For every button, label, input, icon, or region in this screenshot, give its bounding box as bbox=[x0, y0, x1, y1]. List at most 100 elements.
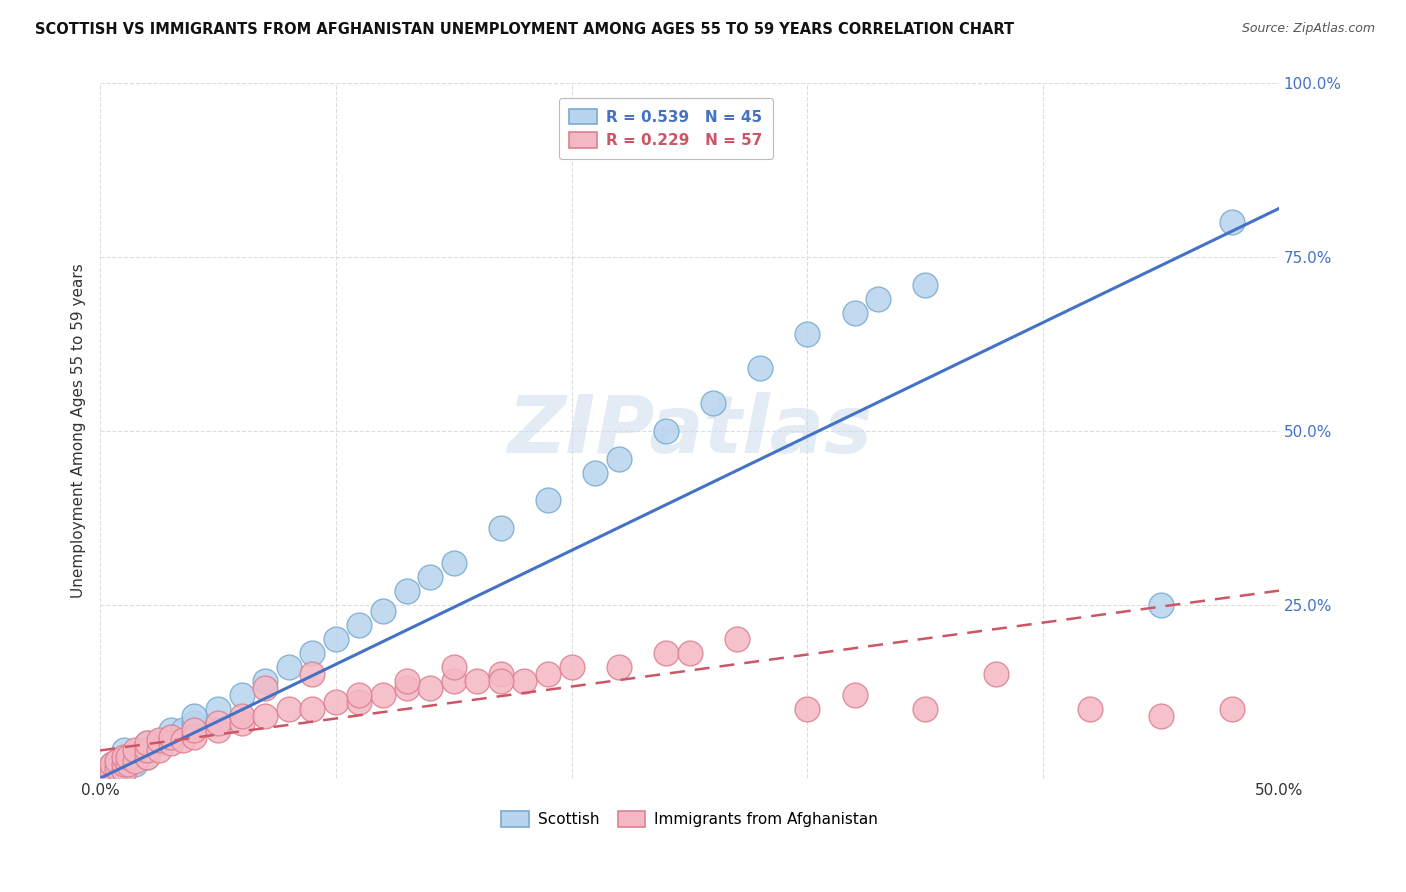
Point bbox=[124, 754, 146, 768]
Point bbox=[301, 667, 323, 681]
Point bbox=[395, 681, 418, 695]
Point bbox=[844, 688, 866, 702]
Point bbox=[96, 768, 118, 782]
Point bbox=[207, 715, 229, 730]
Text: Source: ZipAtlas.com: Source: ZipAtlas.com bbox=[1241, 22, 1375, 36]
Point bbox=[371, 688, 394, 702]
Point bbox=[112, 743, 135, 757]
Point bbox=[231, 715, 253, 730]
Point bbox=[513, 673, 536, 688]
Point bbox=[136, 750, 159, 764]
Point bbox=[124, 757, 146, 772]
Point bbox=[537, 493, 560, 508]
Point bbox=[349, 618, 371, 632]
Point bbox=[1220, 215, 1243, 229]
Point bbox=[914, 702, 936, 716]
Point bbox=[844, 306, 866, 320]
Point bbox=[583, 466, 606, 480]
Point bbox=[489, 667, 512, 681]
Legend: Scottish, Immigrants from Afghanistan: Scottish, Immigrants from Afghanistan bbox=[495, 805, 884, 833]
Text: SCOTTISH VS IMMIGRANTS FROM AFGHANISTAN UNEMPLOYMENT AMONG AGES 55 TO 59 YEARS C: SCOTTISH VS IMMIGRANTS FROM AFGHANISTAN … bbox=[35, 22, 1014, 37]
Point bbox=[112, 750, 135, 764]
Point bbox=[136, 743, 159, 757]
Point bbox=[105, 754, 128, 768]
Point bbox=[183, 723, 205, 737]
Point bbox=[443, 673, 465, 688]
Point bbox=[136, 750, 159, 764]
Point bbox=[1078, 702, 1101, 716]
Point bbox=[254, 673, 277, 688]
Point bbox=[489, 521, 512, 535]
Point bbox=[172, 733, 194, 747]
Point bbox=[796, 326, 818, 341]
Point bbox=[868, 292, 890, 306]
Point bbox=[655, 646, 678, 660]
Point bbox=[101, 757, 124, 772]
Point bbox=[395, 583, 418, 598]
Point bbox=[537, 667, 560, 681]
Point bbox=[112, 757, 135, 772]
Point bbox=[467, 673, 489, 688]
Point bbox=[172, 723, 194, 737]
Point bbox=[105, 761, 128, 775]
Point bbox=[561, 660, 583, 674]
Point bbox=[105, 754, 128, 768]
Point bbox=[148, 737, 170, 751]
Point bbox=[301, 646, 323, 660]
Point bbox=[984, 667, 1007, 681]
Point bbox=[160, 737, 183, 751]
Point bbox=[160, 730, 183, 744]
Point bbox=[678, 646, 700, 660]
Point bbox=[371, 605, 394, 619]
Point bbox=[443, 660, 465, 674]
Point bbox=[207, 702, 229, 716]
Point bbox=[419, 570, 441, 584]
Point bbox=[101, 764, 124, 779]
Point bbox=[349, 695, 371, 709]
Point bbox=[136, 737, 159, 751]
Point bbox=[607, 660, 630, 674]
Point bbox=[301, 702, 323, 716]
Point bbox=[254, 708, 277, 723]
Point bbox=[101, 764, 124, 779]
Point bbox=[136, 743, 159, 757]
Point bbox=[655, 424, 678, 438]
Point bbox=[101, 757, 124, 772]
Point bbox=[231, 688, 253, 702]
Point bbox=[325, 632, 347, 647]
Point bbox=[443, 556, 465, 570]
Point bbox=[749, 361, 772, 376]
Point bbox=[277, 660, 299, 674]
Point bbox=[607, 451, 630, 466]
Point bbox=[124, 743, 146, 757]
Point bbox=[105, 761, 128, 775]
Point bbox=[101, 768, 124, 782]
Point bbox=[112, 764, 135, 779]
Point bbox=[1220, 702, 1243, 716]
Point bbox=[277, 702, 299, 716]
Point bbox=[231, 708, 253, 723]
Point bbox=[117, 750, 139, 764]
Point bbox=[117, 757, 139, 772]
Point bbox=[183, 730, 205, 744]
Point bbox=[112, 757, 135, 772]
Point bbox=[725, 632, 748, 647]
Point bbox=[914, 277, 936, 292]
Point bbox=[1150, 598, 1173, 612]
Point bbox=[160, 730, 183, 744]
Point bbox=[489, 673, 512, 688]
Point bbox=[419, 681, 441, 695]
Y-axis label: Unemployment Among Ages 55 to 59 years: Unemployment Among Ages 55 to 59 years bbox=[72, 263, 86, 599]
Point bbox=[160, 723, 183, 737]
Point bbox=[183, 715, 205, 730]
Point bbox=[254, 681, 277, 695]
Point bbox=[112, 764, 135, 779]
Text: ZIPatlas: ZIPatlas bbox=[508, 392, 872, 470]
Point bbox=[325, 695, 347, 709]
Point bbox=[148, 733, 170, 747]
Point bbox=[702, 396, 724, 410]
Point bbox=[349, 688, 371, 702]
Point bbox=[117, 757, 139, 772]
Point bbox=[124, 750, 146, 764]
Point bbox=[796, 702, 818, 716]
